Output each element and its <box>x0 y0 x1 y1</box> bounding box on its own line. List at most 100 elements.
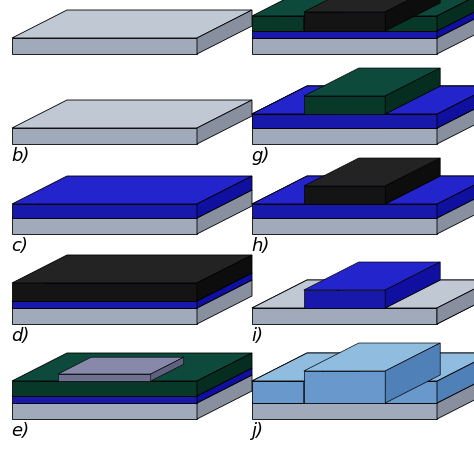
Polygon shape <box>252 114 304 128</box>
Polygon shape <box>437 86 474 128</box>
Polygon shape <box>12 368 252 396</box>
Polygon shape <box>437 190 474 234</box>
Polygon shape <box>12 308 197 324</box>
Polygon shape <box>252 86 359 114</box>
Polygon shape <box>12 403 197 419</box>
Polygon shape <box>12 280 252 308</box>
Polygon shape <box>197 273 252 308</box>
Polygon shape <box>12 128 197 144</box>
Polygon shape <box>252 86 474 114</box>
Polygon shape <box>252 128 437 144</box>
Polygon shape <box>252 280 474 308</box>
Polygon shape <box>252 176 474 204</box>
Polygon shape <box>197 255 252 301</box>
Text: b): b) <box>11 147 29 165</box>
Polygon shape <box>385 86 474 114</box>
Polygon shape <box>252 86 359 114</box>
Polygon shape <box>252 114 437 128</box>
Polygon shape <box>252 10 474 38</box>
Polygon shape <box>252 100 474 128</box>
Polygon shape <box>252 31 437 38</box>
Polygon shape <box>12 204 197 218</box>
Polygon shape <box>304 86 359 128</box>
Polygon shape <box>252 16 304 31</box>
Polygon shape <box>197 100 252 144</box>
Polygon shape <box>12 38 197 54</box>
Polygon shape <box>197 368 252 403</box>
Polygon shape <box>304 0 440 12</box>
Text: g): g) <box>251 147 269 165</box>
Polygon shape <box>197 375 252 419</box>
Text: i): i) <box>251 327 263 345</box>
Polygon shape <box>385 353 474 381</box>
Polygon shape <box>385 353 474 381</box>
Polygon shape <box>197 353 252 396</box>
Polygon shape <box>304 290 385 308</box>
Polygon shape <box>58 357 184 374</box>
Polygon shape <box>437 375 474 419</box>
Polygon shape <box>437 0 474 31</box>
Polygon shape <box>385 86 474 114</box>
Polygon shape <box>12 375 252 403</box>
Polygon shape <box>252 190 474 218</box>
Polygon shape <box>385 114 437 128</box>
Polygon shape <box>12 10 252 38</box>
Polygon shape <box>252 381 304 403</box>
Polygon shape <box>252 204 437 218</box>
Polygon shape <box>197 190 252 234</box>
Polygon shape <box>12 283 197 301</box>
Polygon shape <box>12 176 252 204</box>
Polygon shape <box>252 0 359 16</box>
Polygon shape <box>197 176 252 218</box>
Polygon shape <box>12 273 252 301</box>
Polygon shape <box>304 262 440 290</box>
Polygon shape <box>12 100 252 128</box>
Polygon shape <box>252 375 474 403</box>
Polygon shape <box>437 3 474 38</box>
Polygon shape <box>437 176 474 218</box>
Polygon shape <box>304 158 440 186</box>
Polygon shape <box>197 10 252 54</box>
Polygon shape <box>385 16 437 31</box>
Polygon shape <box>12 218 197 234</box>
Polygon shape <box>252 353 359 381</box>
Polygon shape <box>252 280 359 308</box>
Polygon shape <box>385 280 474 308</box>
Polygon shape <box>437 353 474 403</box>
Polygon shape <box>252 353 359 381</box>
Polygon shape <box>12 301 197 308</box>
Polygon shape <box>304 12 385 31</box>
Polygon shape <box>385 262 440 308</box>
Polygon shape <box>385 343 440 403</box>
Polygon shape <box>437 10 474 54</box>
Polygon shape <box>437 86 474 128</box>
Polygon shape <box>252 38 437 54</box>
Polygon shape <box>252 3 474 31</box>
Text: e): e) <box>11 422 29 440</box>
Polygon shape <box>12 353 252 381</box>
Polygon shape <box>304 371 385 403</box>
Polygon shape <box>151 357 184 381</box>
Polygon shape <box>252 308 437 324</box>
Polygon shape <box>12 190 252 218</box>
Polygon shape <box>385 176 474 204</box>
Polygon shape <box>437 280 474 324</box>
Polygon shape <box>385 0 440 31</box>
Polygon shape <box>304 0 359 31</box>
Polygon shape <box>197 280 252 324</box>
Polygon shape <box>304 353 359 403</box>
Polygon shape <box>304 68 440 96</box>
Polygon shape <box>304 186 385 204</box>
Text: j): j) <box>251 422 263 440</box>
Text: d): d) <box>11 327 29 345</box>
Polygon shape <box>385 158 440 204</box>
Polygon shape <box>252 176 359 204</box>
Polygon shape <box>58 374 151 381</box>
Polygon shape <box>304 96 385 114</box>
Polygon shape <box>12 396 197 403</box>
Polygon shape <box>385 68 440 114</box>
Polygon shape <box>12 255 252 283</box>
Polygon shape <box>252 403 437 419</box>
Text: c): c) <box>11 237 28 255</box>
Polygon shape <box>385 381 437 403</box>
